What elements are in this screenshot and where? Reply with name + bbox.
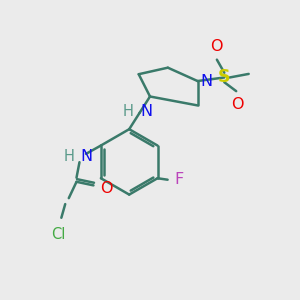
Text: N: N	[140, 104, 153, 119]
Text: O: O	[211, 39, 223, 54]
Text: N: N	[200, 74, 212, 88]
Text: O: O	[100, 182, 113, 196]
Text: H: H	[63, 149, 74, 164]
Text: H: H	[122, 104, 133, 119]
Text: O: O	[231, 97, 244, 112]
Text: N: N	[81, 149, 93, 164]
Text: Cl: Cl	[51, 227, 66, 242]
Text: S: S	[218, 68, 231, 86]
Text: F: F	[175, 172, 184, 187]
